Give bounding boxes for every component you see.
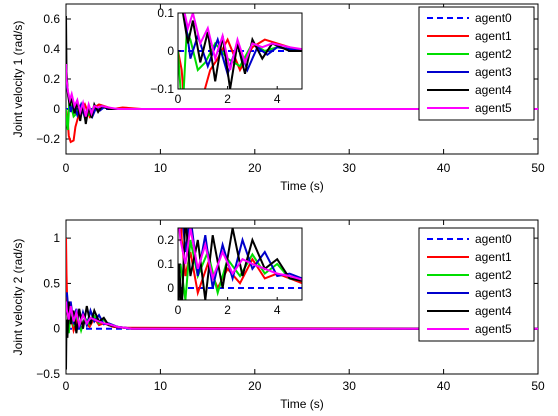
y-tick-label: 0 [53, 322, 60, 336]
x-tick-label: 40 [437, 161, 451, 175]
inset-y-tick-label: 0.1 [157, 257, 174, 271]
inset-plot: 0 2 4 0 0.1 0.2 [157, 227, 303, 317]
legend-label: agent4 [475, 83, 512, 97]
inset-series-agent2 [178, 239, 302, 300]
legend-label: agent3 [475, 65, 512, 79]
inset-x-tick-label: 4 [274, 92, 281, 106]
y-tick-label: 0.5 [43, 276, 60, 290]
inset-y-tick-label: 0 [167, 281, 174, 295]
inset-x-tick-label: 4 [274, 303, 281, 317]
y-tick-label: 0.4 [43, 42, 60, 56]
x-tick-label: 10 [154, 379, 168, 393]
inset-x-tick-label: 0 [175, 303, 182, 317]
legend-label: agent2 [475, 47, 512, 61]
y-tick-label: 1 [53, 231, 60, 245]
x-tick-label: 30 [343, 379, 357, 393]
inset-y-tick-label: −0.1 [150, 82, 174, 96]
main-series-agent5 [66, 301, 538, 330]
legend-label: agent5 [475, 322, 512, 336]
inset-y-tick-label: 0.1 [157, 6, 174, 20]
legend-label: agent0 [475, 11, 512, 25]
x-tick-label: 30 [343, 161, 357, 175]
x-tick-label: 50 [531, 161, 545, 175]
legend-label: agent0 [475, 232, 512, 246]
main-series-agent5 [66, 63, 538, 117]
inset-series-agent1 [178, 37, 302, 89]
inset-plot: 0 2 4−0.100.1 [150, 6, 303, 106]
inset-series-agent5 [183, 13, 302, 71]
inset-y-tick-label: 0.2 [157, 233, 174, 247]
y-tick-label: 0 [53, 102, 60, 116]
legend-label: agent5 [475, 101, 512, 115]
legend-label: agent1 [475, 250, 512, 264]
x-tick-label: 10 [154, 161, 168, 175]
legend: agent0 agent1 agent2 agent3 agent4 agent5 [418, 6, 535, 121]
inset-series-agent4 [178, 228, 302, 300]
legend-label: agent3 [475, 286, 512, 300]
inset-series-agent5 [178, 228, 302, 282]
inset-x-tick-label: 0 [175, 92, 182, 106]
legend: agent0 agent1 agent2 agent3 agent4 agent5 [418, 227, 535, 342]
legend-box [418, 6, 535, 121]
legend-label: agent1 [475, 29, 512, 43]
y-tick-label: −0.2 [36, 132, 60, 146]
x-axis-label: Time (s) [280, 397, 324, 411]
x-tick-label: 20 [248, 379, 262, 393]
x-tick-label: 50 [531, 379, 545, 393]
x-tick-label: 0 [63, 379, 70, 393]
legend-label: agent4 [475, 304, 512, 318]
inset-series-agent3 [182, 228, 302, 289]
legend-label: agent2 [475, 268, 512, 282]
x-tick-label: 0 [63, 161, 70, 175]
legend-box [418, 227, 535, 342]
inset-y-tick-label: 0 [167, 44, 174, 58]
inset-x-tick-label: 2 [224, 92, 231, 106]
y-tick-label: 0.2 [43, 72, 60, 86]
y-axis-label: Joint velocity 2 (rad/s) [11, 239, 25, 356]
x-tick-label: 40 [437, 379, 451, 393]
y-tick-label: 0.6 [43, 12, 60, 26]
y-tick-label: −0.5 [36, 367, 60, 381]
x-axis-label: Time (s) [280, 179, 324, 193]
x-tick-label: 20 [248, 161, 262, 175]
y-axis-label: Joint velocity 1 (rad/s) [11, 21, 25, 138]
inset-x-tick-label: 2 [224, 303, 231, 317]
